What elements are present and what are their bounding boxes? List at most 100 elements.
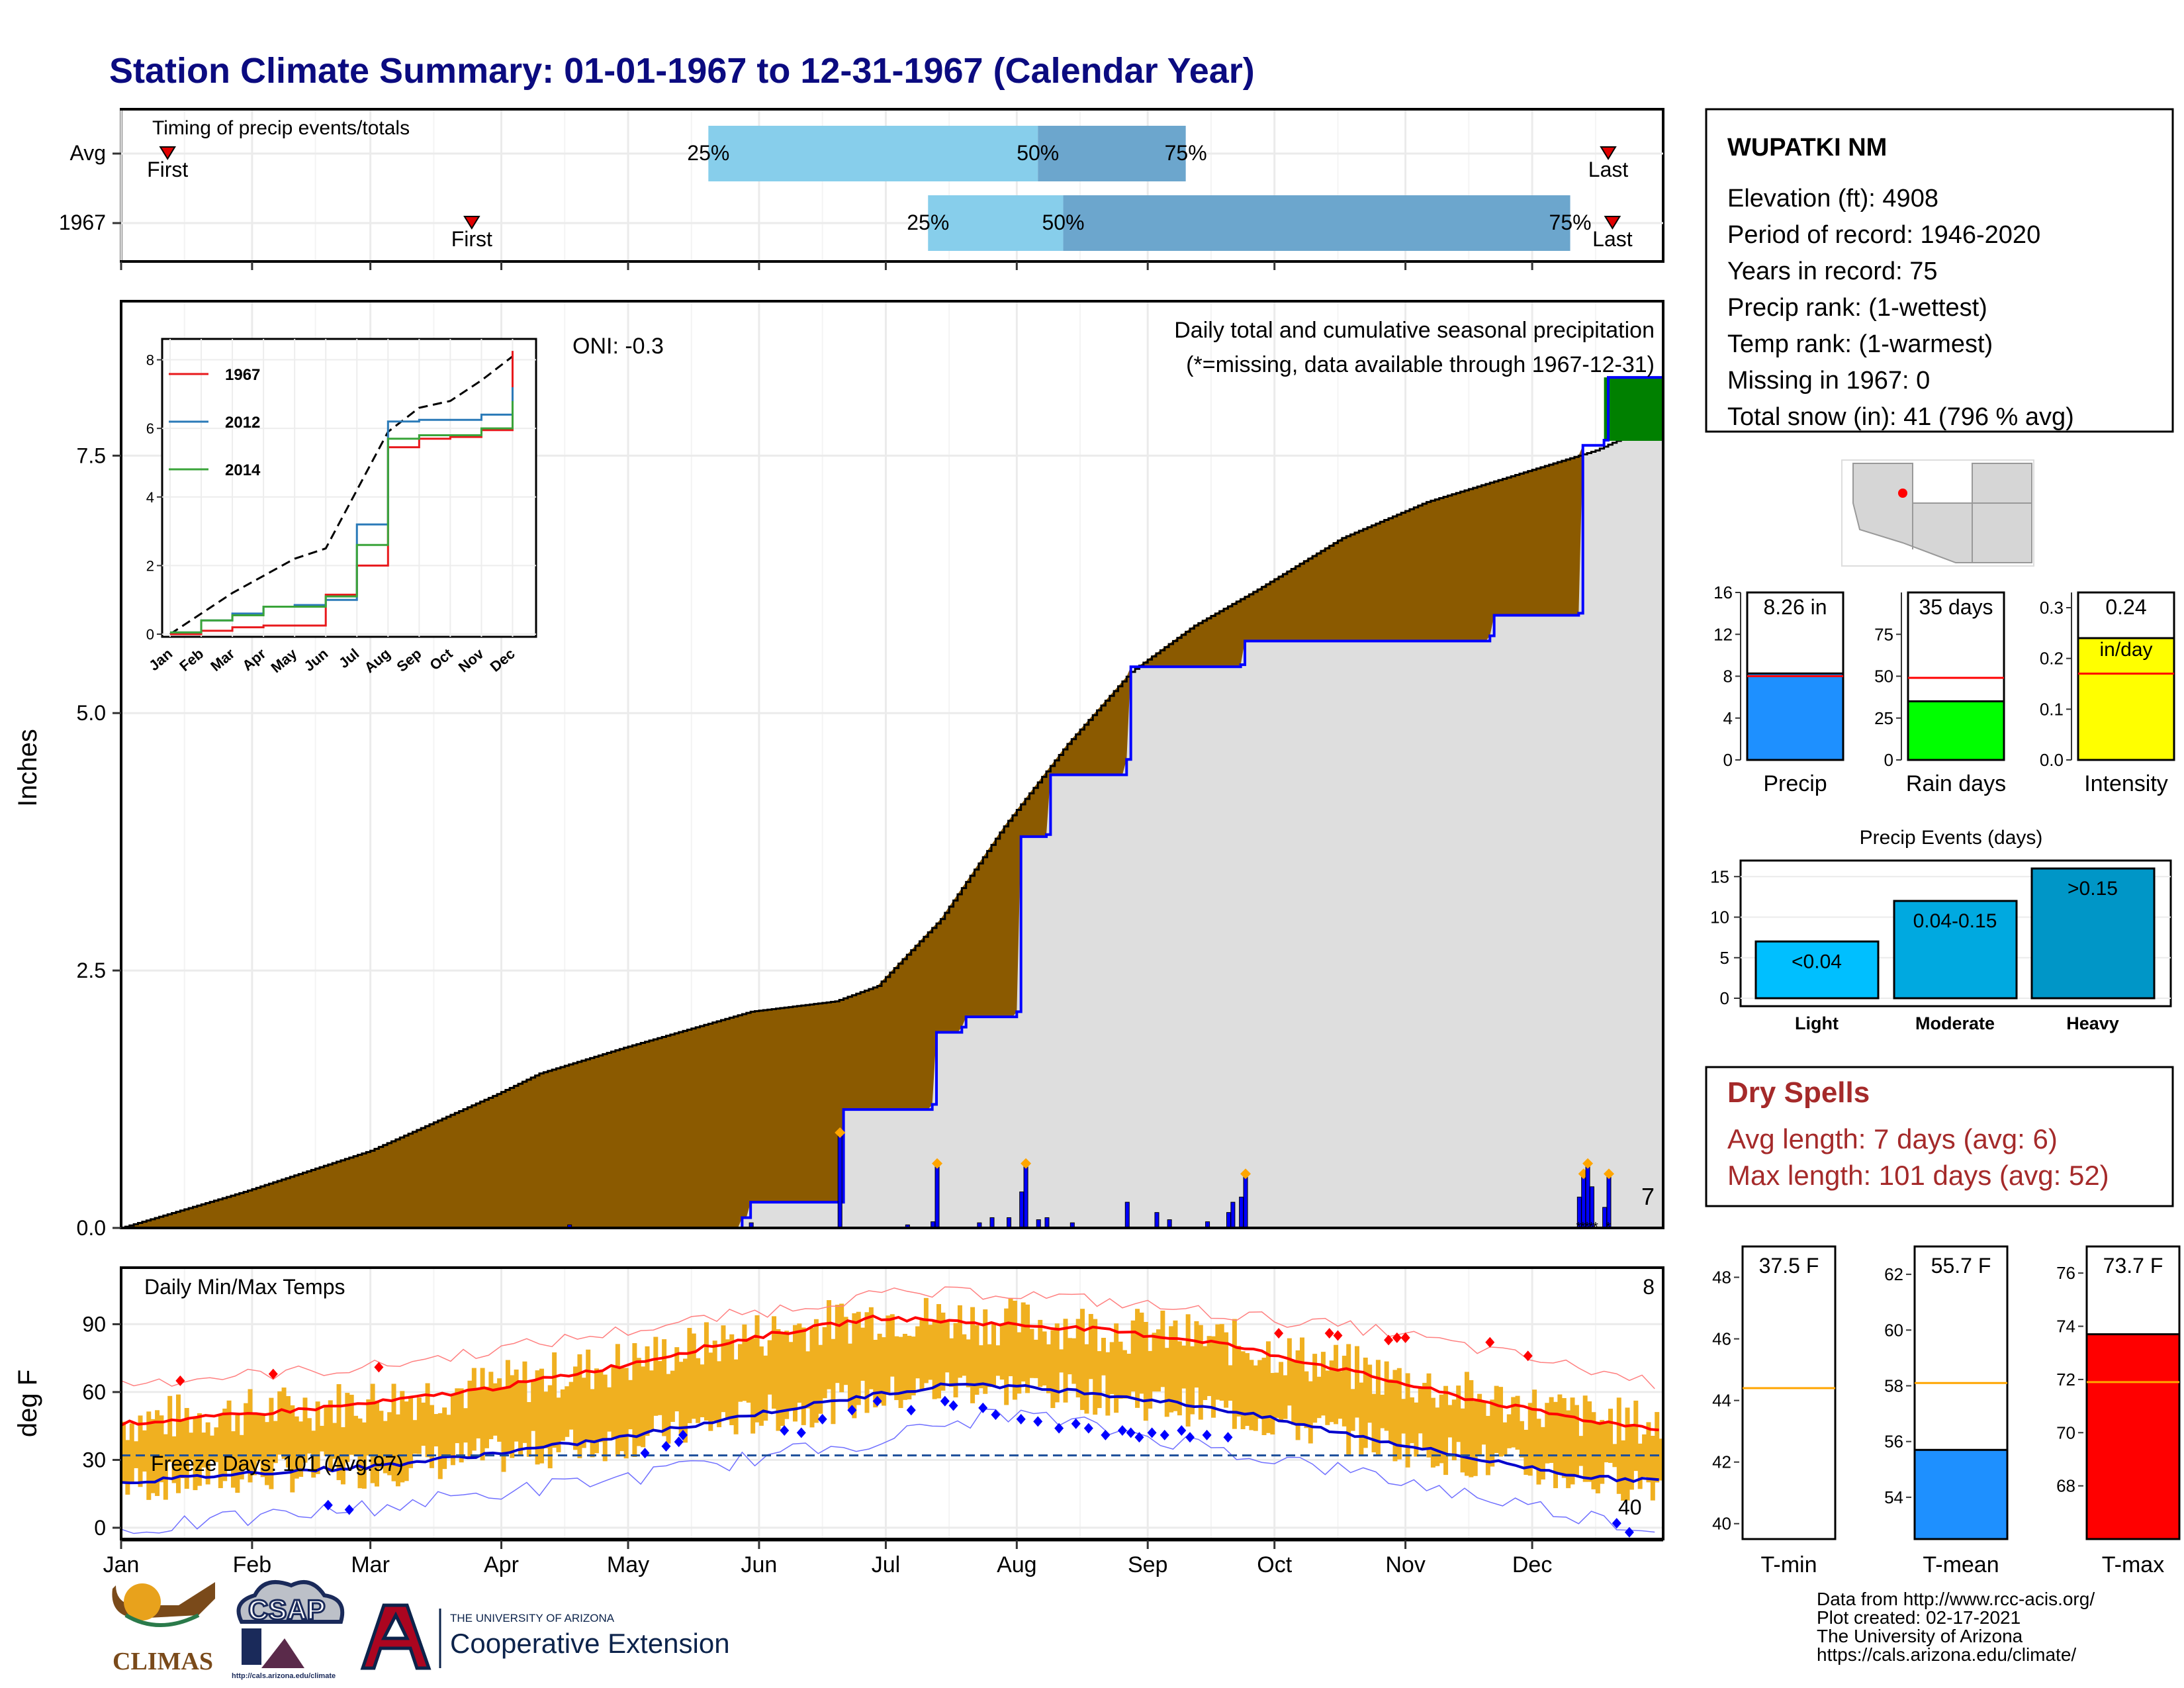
events-y-tick-label: 10 xyxy=(1710,908,1729,927)
inset-y-tick-label: 6 xyxy=(146,420,154,437)
daily-temp-bar xyxy=(1148,1350,1153,1409)
month-label: Nov xyxy=(1385,1552,1425,1577)
daily-temp-bar xyxy=(839,1303,844,1393)
daily-temp-bar xyxy=(138,1415,143,1487)
daily-temp-bar xyxy=(1021,1302,1026,1382)
temp-bar-fill xyxy=(1913,1448,2009,1540)
daily-temp-bar xyxy=(1240,1351,1246,1430)
events-y-tick-label: 0 xyxy=(1720,988,1729,1008)
timing-pct-label: 75% xyxy=(1165,141,1207,165)
daily-temp-bar xyxy=(1025,1304,1030,1393)
daily-temp-bar xyxy=(1414,1402,1419,1457)
daily-temp-bar xyxy=(1629,1424,1634,1490)
temp-bar-y-tick-label: 46 xyxy=(1712,1329,1731,1349)
station-box-frame xyxy=(1705,108,2174,433)
daily-temp-bar xyxy=(754,1315,760,1423)
daily-temp-bar xyxy=(125,1440,130,1495)
daily-temp-bar xyxy=(547,1385,553,1469)
daily-temp-bar xyxy=(1527,1403,1533,1476)
inset-legend-label: 2014 xyxy=(225,461,261,479)
daily-temp-bar xyxy=(1033,1339,1038,1378)
heavy-precip-marker xyxy=(1021,1158,1032,1169)
heavy-precip-marker xyxy=(932,1158,943,1169)
daily-temp-bar xyxy=(1265,1341,1271,1433)
daily-temp-bar xyxy=(721,1325,726,1413)
footer-line-2: Plot created: 02-17-2021 xyxy=(1817,1607,2021,1628)
first-event-label: First xyxy=(451,227,492,251)
temp-y-tick-label: 0 xyxy=(94,1516,106,1540)
events-category-label: Light xyxy=(1795,1013,1839,1033)
daily-temp-bar xyxy=(928,1325,933,1380)
daily-temp-bar xyxy=(577,1354,582,1458)
ua-logo: THE UNIVERSITY OF ARIZONA Cooperative Ex… xyxy=(360,1603,730,1670)
daily-temp-bar xyxy=(146,1411,152,1500)
summary-value-label: 8.26 in xyxy=(1763,595,1827,619)
daily-temp-bar xyxy=(1181,1345,1187,1389)
daily-temp-bar xyxy=(1050,1330,1056,1409)
temp-bar-value-label: 55.7 F xyxy=(1931,1254,1991,1278)
daily-temp-bar xyxy=(628,1380,633,1430)
daily-precip-bar xyxy=(989,1217,995,1229)
record-low-marker xyxy=(1054,1423,1064,1434)
daily-temp-bar xyxy=(277,1391,283,1455)
daily-temp-bar xyxy=(361,1422,367,1489)
daily-temp-bar xyxy=(847,1343,852,1409)
daily-temp-bar xyxy=(1574,1405,1579,1476)
deficit-area xyxy=(121,377,1609,1228)
record-low-marker xyxy=(1147,1427,1157,1438)
summary-y-tick-label: 0.3 xyxy=(2040,598,2064,618)
summary-y-tick-label: 4 xyxy=(1723,708,1733,728)
record-low-marker xyxy=(1185,1432,1195,1443)
daily-temp-bar xyxy=(1295,1350,1300,1440)
daily-temp-bar xyxy=(700,1364,705,1417)
daily-temp-bar xyxy=(1279,1362,1284,1423)
daily-temp-bar xyxy=(1109,1342,1115,1394)
daily-temp-bar xyxy=(1371,1393,1377,1452)
daily-temp-bar xyxy=(1650,1436,1655,1501)
daily-temp-bar xyxy=(657,1361,662,1415)
record-high-marker xyxy=(1400,1332,1410,1343)
daily-temp-bar xyxy=(864,1312,870,1413)
daily-temp-bar xyxy=(742,1324,747,1401)
daily-temp-bar xyxy=(1494,1385,1499,1454)
temp-bar-label: T-max xyxy=(2102,1552,2164,1577)
climas-logo-arc xyxy=(124,1613,200,1627)
record-high-marker xyxy=(1384,1335,1394,1346)
daily-precip-bar xyxy=(934,1166,940,1229)
daily-count-label: 7 xyxy=(1641,1183,1655,1210)
oni-label: ONI: -0.3 xyxy=(572,334,664,359)
daily-temp-bar xyxy=(421,1402,426,1446)
inset-y-tick-label: 2 xyxy=(146,557,154,574)
daily-temp-bar xyxy=(163,1434,168,1500)
dry-spells-avg: Avg length: 7 days (avg: 6) xyxy=(1727,1123,2058,1154)
daily-temp-bar xyxy=(704,1322,709,1421)
summary-bar-label: Intensity xyxy=(2084,771,2168,796)
daily-temp-bar xyxy=(1519,1421,1524,1458)
daily-temp-bar xyxy=(387,1412,392,1476)
daily-temp-bar xyxy=(1101,1337,1106,1376)
intensity-unit-label: in/day xyxy=(2099,639,2152,661)
daily-temp-bar xyxy=(218,1415,223,1489)
events-category-label: Heavy xyxy=(2066,1013,2119,1033)
footer-line-1: Data from http://www.rcc-acis.org/ xyxy=(1817,1589,2095,1609)
daily-temp-bar xyxy=(1135,1309,1140,1408)
daily-precip-bar xyxy=(1226,1212,1231,1229)
daily-temp-bar xyxy=(1367,1364,1373,1423)
daily-temp-bar xyxy=(1152,1333,1157,1392)
daily-temp-bar xyxy=(408,1397,414,1468)
daily-temp-bar xyxy=(1396,1368,1402,1460)
daily-temp-bar xyxy=(1206,1336,1212,1396)
events-bar xyxy=(2030,867,2156,1000)
daily-temp-bar xyxy=(1169,1326,1174,1413)
daily-temp-bar xyxy=(1198,1325,1203,1420)
daily-temp-bar xyxy=(1185,1314,1191,1427)
daily-temp-bar xyxy=(1304,1371,1309,1429)
daily-temp-bar xyxy=(902,1333,907,1400)
daily-temp-bar xyxy=(543,1391,549,1448)
daily-temp-bar xyxy=(184,1408,189,1489)
daily-temp-bar xyxy=(302,1397,308,1463)
temp-bar-y-tick-label: 56 xyxy=(1884,1432,1903,1452)
daily-temp-bar xyxy=(801,1327,806,1425)
daily-temp-bar xyxy=(687,1328,692,1423)
daily-temp-bar xyxy=(623,1368,629,1459)
